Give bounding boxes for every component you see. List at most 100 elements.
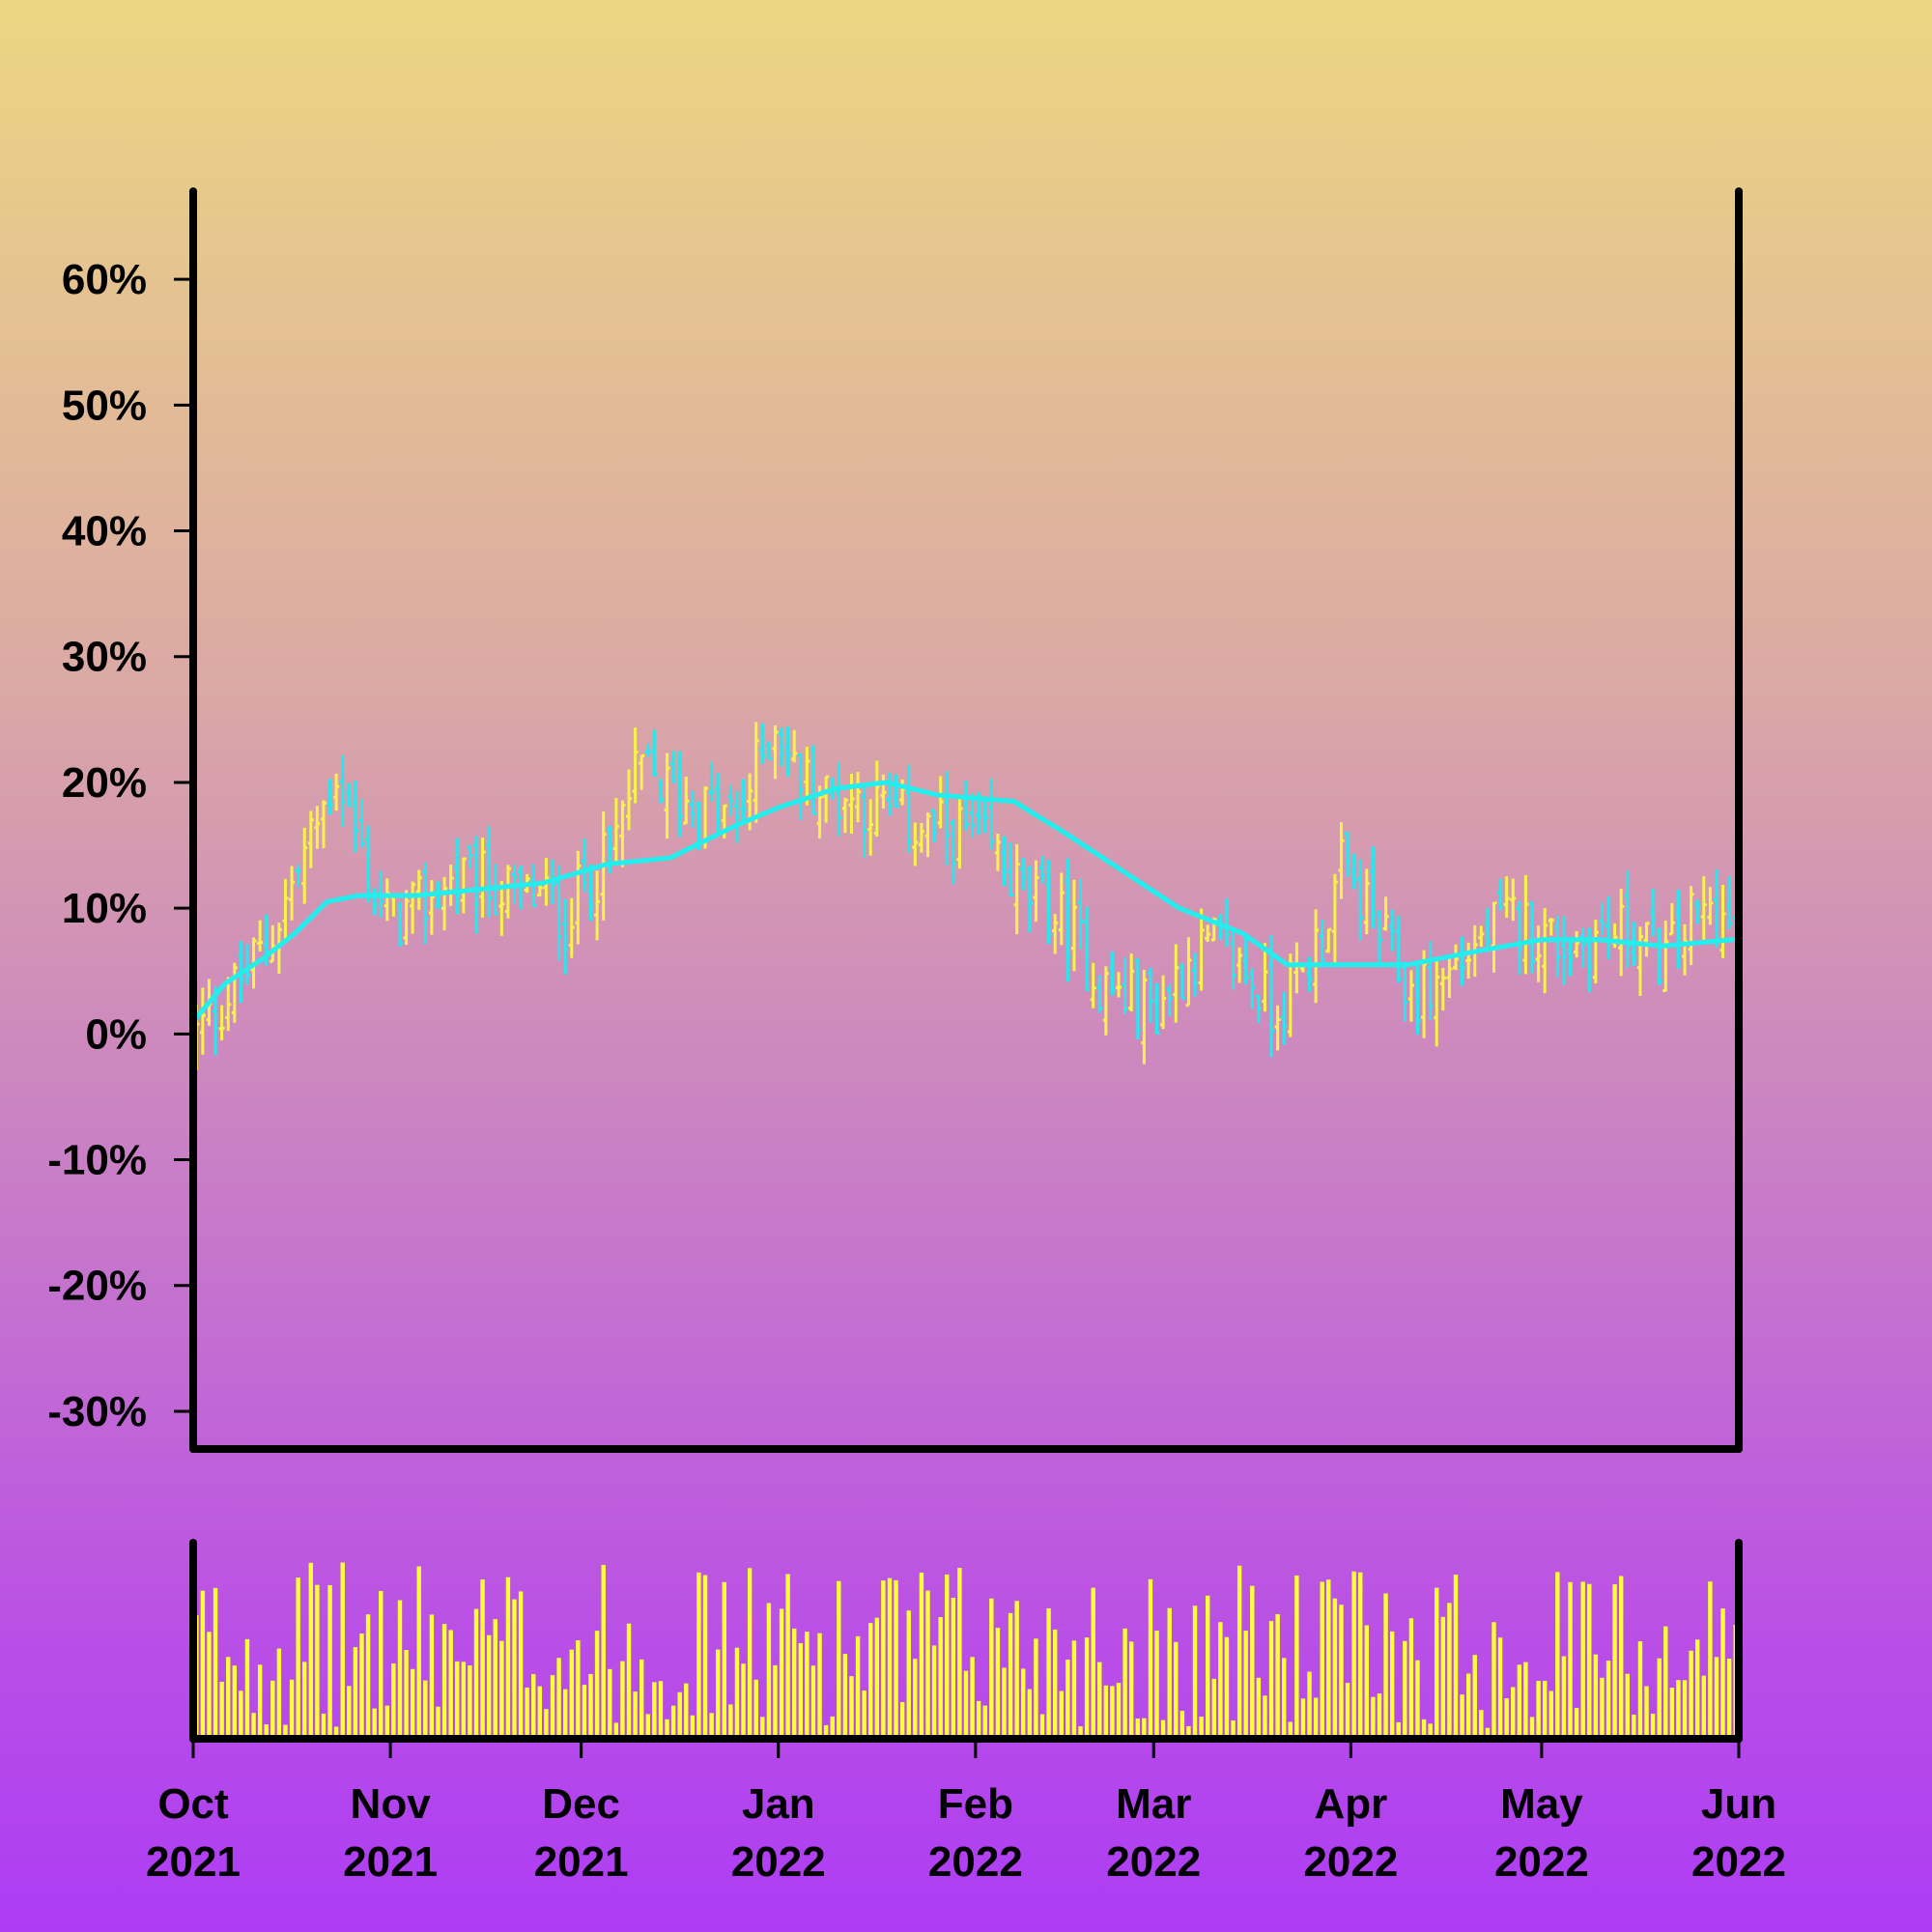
volume-bar [931,1645,937,1739]
volume-bar [1364,1625,1370,1739]
volume-bar [340,1562,345,1739]
ohlc-bar [1249,967,1256,1009]
ohlc-bar [289,866,296,921]
ohlc-bar [1439,968,1446,1011]
volume-bar [995,1628,1001,1739]
ohlc-bar [384,878,390,922]
volume-bar [982,1705,987,1739]
volume-bar [696,1572,701,1739]
volume-bar [486,1634,492,1739]
volume-bar [333,1726,339,1739]
ohlc-bar [855,772,862,823]
ohlc-bar [1179,962,1185,1000]
ohlc-bar [1033,860,1039,923]
ohlc-bar [1579,927,1586,968]
volume-bar [1078,1726,1083,1739]
ohlc-bar [1624,870,1631,969]
y-tick-label: 0% [85,1010,147,1058]
volume-bar [1154,1630,1159,1739]
volume-bar [1192,1605,1198,1739]
volume-bar [1110,1686,1115,1739]
ohlc-bar [683,777,690,825]
ohlc-bar [1160,975,1167,1030]
ohlc-bar [1574,931,1580,958]
ohlc-bar [670,751,677,784]
volume-bar [257,1664,263,1739]
x-tick-month: Jan [742,1780,815,1828]
volume-bar [296,1577,300,1739]
volume-bar [1720,1608,1725,1739]
ohlc-bar [1370,846,1377,929]
volume-bar [576,1640,581,1739]
ohlc-bar [1643,922,1650,957]
volume-bar [1440,1616,1446,1739]
x-tick-year: 2022 [1106,1838,1201,1886]
volume-bar [773,1664,778,1739]
ohlc-bar [988,778,995,850]
ohlc-bar [1205,924,1211,942]
ohlc-bar [1116,972,1122,998]
ohlc-bar [1109,952,1116,996]
volume-bar [594,1631,600,1739]
ohlc-bar [1255,994,1262,1024]
volume-bar [270,1680,275,1739]
volume-bar [894,1579,898,1739]
volume-bar [1421,1719,1427,1739]
volume-bar [608,1668,612,1739]
ohlc-bar [1497,878,1504,911]
ohlc-bar [218,1005,225,1040]
volume-bar [1676,1680,1681,1739]
volume-bar [837,1580,841,1739]
volume-bar [1179,1711,1185,1739]
ohlc-bar [1077,878,1084,950]
volume-bar [722,1581,726,1739]
volume-bar [1625,1673,1630,1739]
volume-bar [785,1574,790,1739]
volume-bar [397,1600,403,1739]
ohlc-bar [804,746,810,806]
volume-bar [569,1649,574,1739]
volume-bar [1224,1636,1230,1739]
ohlc-bar [937,776,944,829]
ohlc-bar [1382,896,1389,931]
volume-bar [365,1614,371,1739]
ohlc-bar [924,812,931,858]
volume-bar [1726,1659,1732,1739]
ohlc-bar [784,726,791,777]
volume-bar [1542,1680,1548,1739]
volume-bar [633,1691,638,1739]
ohlc-bar [664,753,670,839]
volume-bar [805,1632,810,1739]
volume-bar [232,1665,237,1739]
volume-bar [1587,1583,1592,1739]
volume-bar [1472,1655,1477,1739]
volume-bar [1529,1717,1535,1739]
ohlc-bar [727,784,734,817]
volume-bar [1497,1637,1503,1739]
volume-bar [1561,1656,1567,1739]
volume-bar [842,1654,848,1739]
ohlc-bar [1262,943,1268,1012]
x-tick-month: May [1500,1780,1583,1828]
x-tick-month: Nov [351,1780,432,1828]
volume-bar [1580,1581,1585,1739]
ohlc-bar [619,800,626,867]
ohlc-bar [823,775,830,823]
x-tick-year: 2021 [146,1838,241,1886]
volume-bar [588,1673,593,1739]
volume-bar [1243,1630,1248,1739]
volume-bar [1199,1717,1204,1739]
ohlc-bar [396,901,403,948]
ohlc-bar [1065,858,1071,982]
ohlc-bar [1376,910,1382,964]
volume-bar [537,1686,543,1739]
volume-bar [1351,1571,1356,1739]
ohlc-bar [1529,900,1536,974]
volume-bar [1128,1641,1134,1739]
x-tick-year: 2021 [534,1838,629,1886]
ohlc-bar [886,772,893,816]
ohlc-bar [944,771,951,866]
volume-bar [817,1633,822,1739]
ohlc-bar [428,880,435,935]
